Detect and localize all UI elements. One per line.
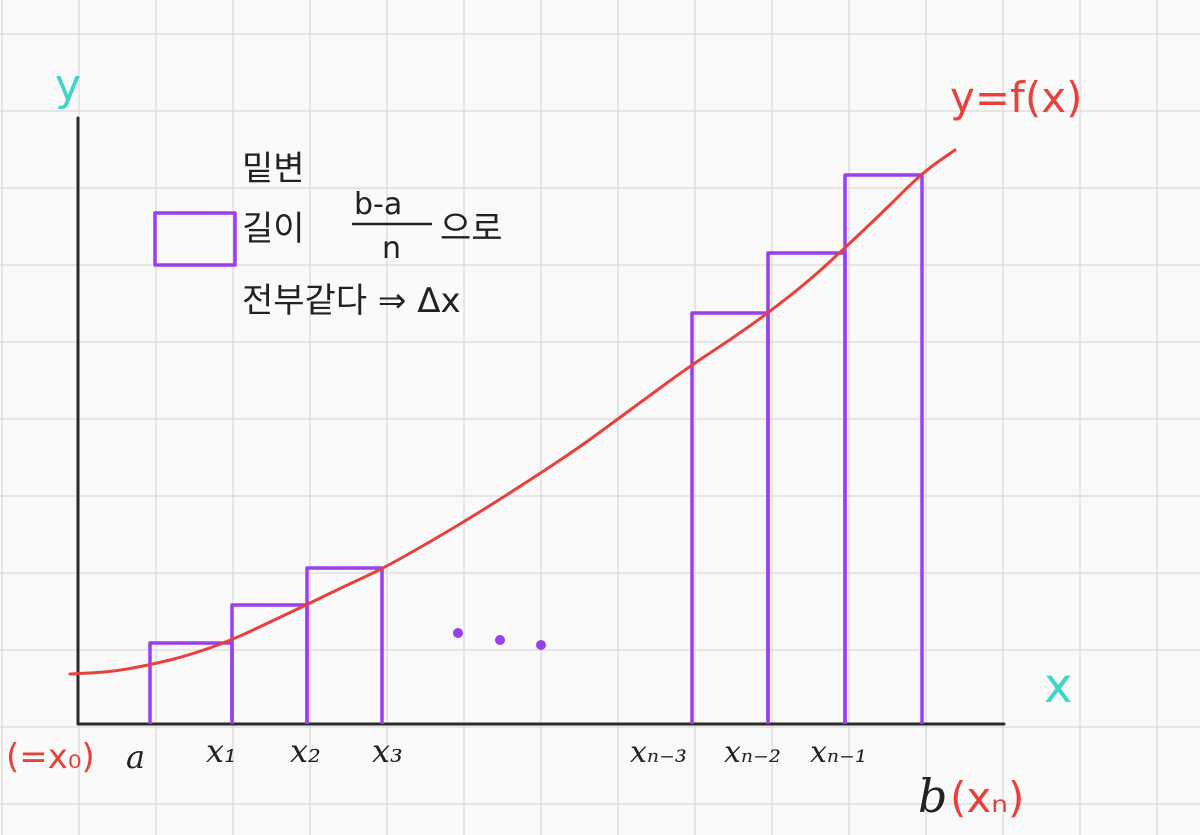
- rectangle-bar: [843, 173, 924, 724]
- tick-label-x3: x₃: [372, 732, 403, 770]
- xn-note-label: (xₙ): [950, 773, 1024, 822]
- rectangle-bar: [305, 566, 384, 724]
- tick-label-a: a: [126, 738, 145, 776]
- note-line-1: 밑변: [242, 149, 305, 189]
- note-line-3: 전부같다 ⇒ Δx: [242, 281, 461, 321]
- tick-label-xn-3: xₙ₋₃: [630, 735, 687, 770]
- tick-label-b: b: [918, 769, 947, 823]
- tick-label-xn-2: xₙ₋₂: [724, 735, 781, 770]
- ellipsis-dot-1: [453, 628, 463, 638]
- rectangle-bar: [690, 311, 770, 724]
- tick-label-x2: x₂: [290, 732, 321, 770]
- note-line-2: 길이: [242, 209, 305, 249]
- note-fraction-denominator: n: [382, 231, 401, 266]
- y-axis-label: y: [55, 60, 81, 111]
- rectangles-group: [148, 173, 924, 724]
- note-suffix: 으로: [440, 209, 503, 249]
- function-label: y=f(x): [950, 73, 1082, 122]
- tick-label-xn-1: xₙ₋₁: [810, 735, 867, 770]
- ellipsis-dot-3: [536, 640, 546, 650]
- note-fraction-numerator: b-a: [354, 187, 402, 222]
- rectangle-bar: [766, 251, 847, 724]
- x0-note-label: (=x₀): [6, 737, 95, 777]
- tick-label-x1: x₁: [206, 732, 237, 770]
- function-curve: [68, 148, 957, 676]
- legend-rectangle: [153, 211, 237, 267]
- ellipsis-dot-2: [495, 635, 505, 645]
- x-axis-label: x: [1044, 658, 1072, 714]
